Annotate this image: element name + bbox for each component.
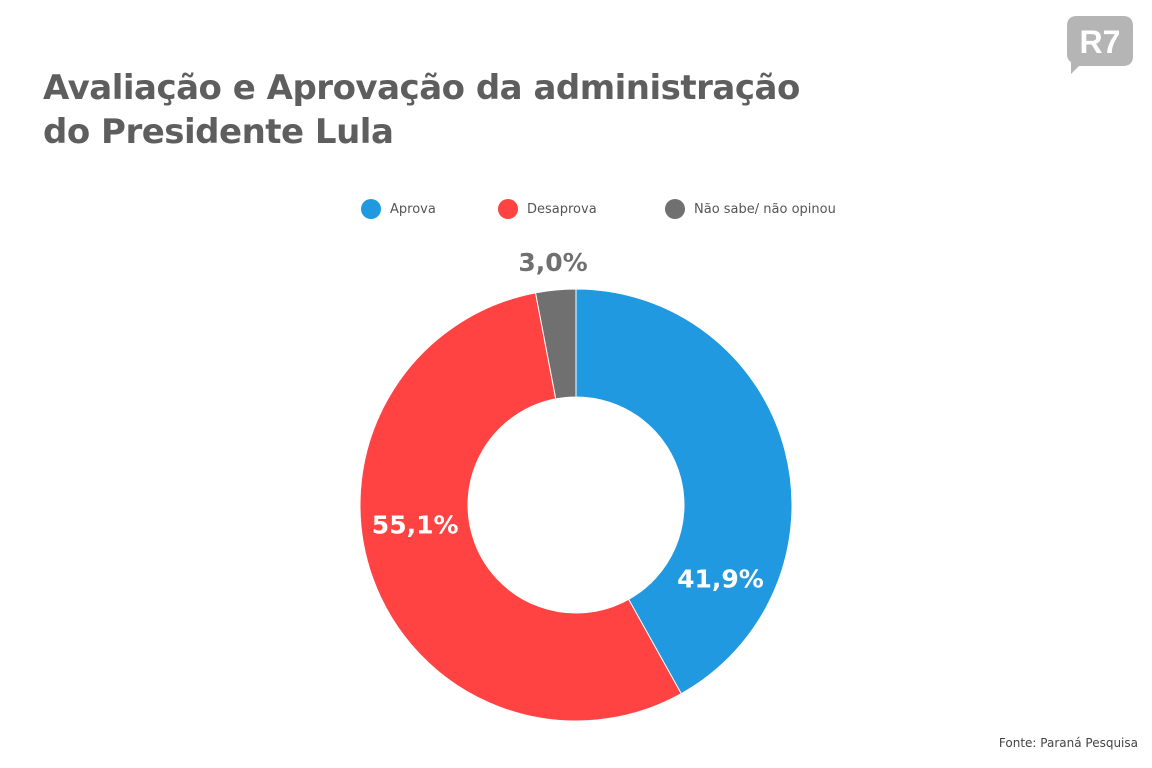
legend-swatch (665, 199, 685, 219)
chart-title: Avaliação e Aprovação da administração d… (43, 66, 800, 154)
donut-slice-2 (534, 288, 577, 400)
legend-swatch (498, 199, 518, 219)
legend-item-nao-sabe: Não sabe/ não opinou (665, 199, 836, 219)
chart-legend: Aprova Desaprova Não sabe/ não opinou (0, 199, 1152, 223)
data-label-1: 55,1% (372, 510, 459, 539)
title-line-1: Avaliação e Aprovação da administração (43, 68, 800, 108)
data-label-0: 41,9% (677, 564, 764, 593)
legend-swatch (361, 199, 381, 219)
legend-label: Aprova (390, 201, 436, 217)
legend-item-desaprova: Desaprova (498, 199, 597, 219)
title-line-2: do Presidente Lula (43, 112, 394, 152)
data-label-2: 3,0% (518, 248, 587, 277)
donut-slice-0 (575, 288, 793, 695)
donut-slice-1 (359, 292, 682, 722)
svg-text:R7: R7 (1080, 24, 1121, 60)
source-note: Fonte: Paraná Pesquisa (998, 736, 1138, 750)
legend-item-aprova: Aprova (361, 199, 436, 219)
legend-label: Não sabe/ não opinou (694, 201, 836, 217)
legend-label: Desaprova (527, 201, 597, 217)
r7-logo: R7 (1067, 16, 1133, 74)
